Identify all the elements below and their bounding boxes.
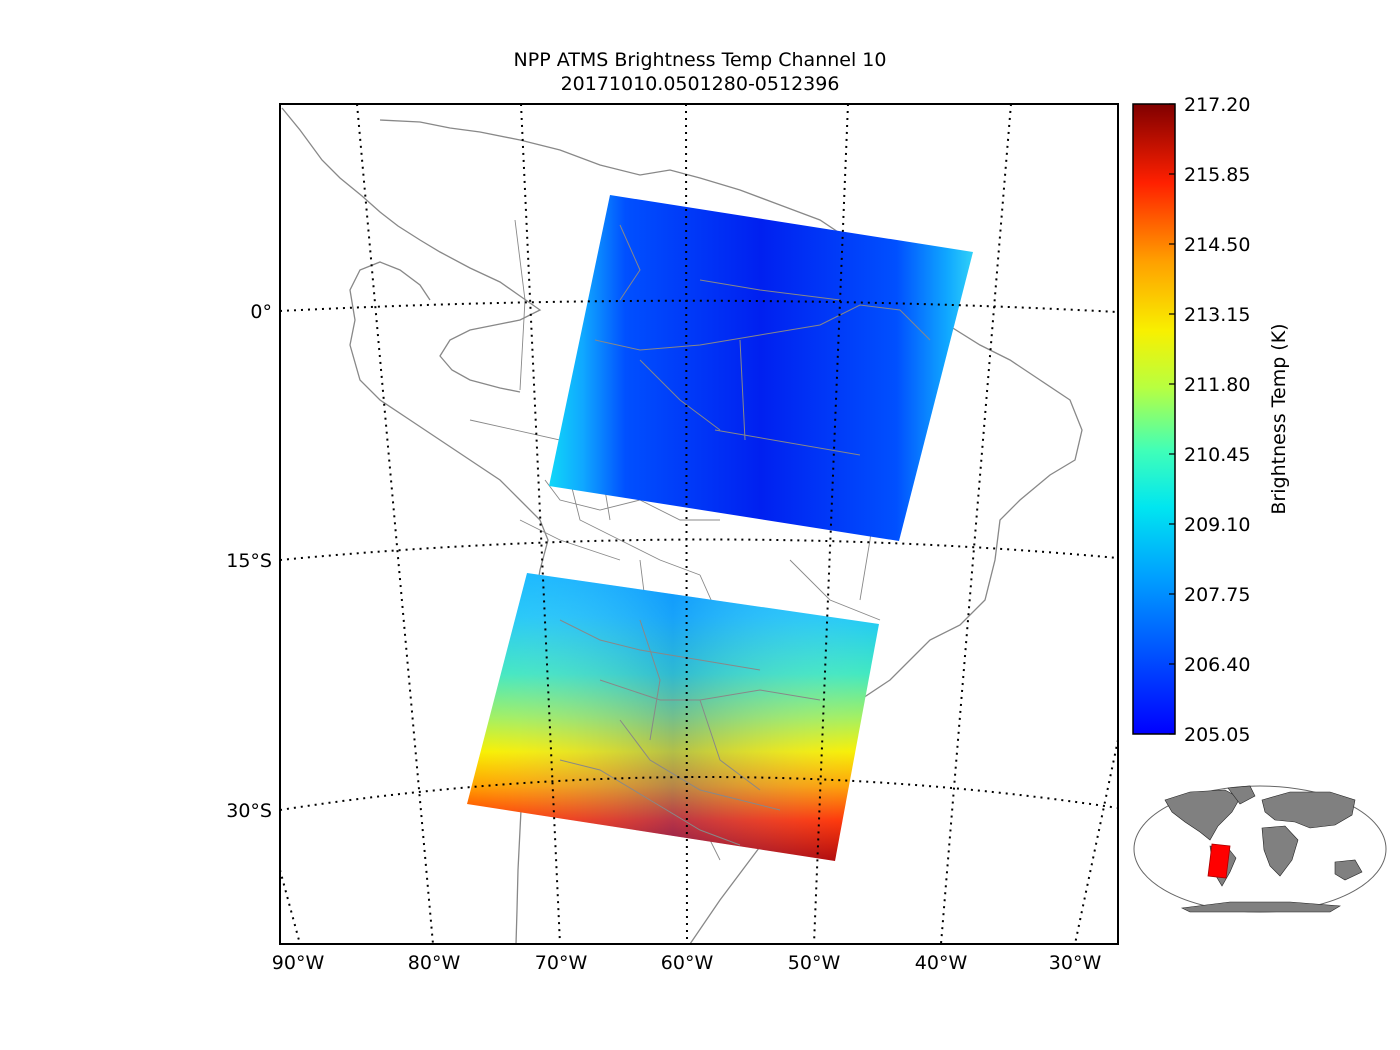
lon-label-50w: 50°W <box>788 952 841 974</box>
colorbar-tick-0: 217.20 <box>1184 94 1250 116</box>
inset-africa <box>1261 825 1299 877</box>
lon-label-40w: 40°W <box>915 952 968 974</box>
inset-antarctica <box>1180 901 1341 913</box>
colorbar-tick-7: 207.75 <box>1184 584 1250 606</box>
colorbar <box>1132 103 1176 735</box>
lon-label-30w: 30°W <box>1049 952 1102 974</box>
graticule <box>280 104 1118 944</box>
inset-highlight <box>1207 843 1231 879</box>
colorbar-tick-4: 211.80 <box>1184 374 1250 396</box>
colorbar-tick-3: 213.15 <box>1184 304 1250 326</box>
lon-label-70w: 70°W <box>535 952 588 974</box>
borders-overlay <box>559 224 931 846</box>
inset-world-map <box>1133 785 1387 913</box>
colorbar-tick-9: 205.05 <box>1184 724 1250 746</box>
lat-label-15s: 15°S <box>226 550 272 572</box>
lat-label-0: 0° <box>250 301 272 323</box>
lon-label-80w: 80°W <box>408 952 461 974</box>
lon-label-90w: 90°W <box>272 952 325 974</box>
colorbar-ticks <box>1169 103 1175 735</box>
inset-north-america <box>1164 789 1241 841</box>
colorbar-tick-2: 214.50 <box>1184 234 1250 256</box>
inset-eurasia <box>1261 791 1356 829</box>
inset-australia <box>1334 859 1363 881</box>
northern-swath <box>549 195 973 541</box>
lat-label-30s: 30°S <box>226 800 272 822</box>
inset-greenland <box>1227 785 1256 805</box>
colorbar-tick-5: 210.45 <box>1184 444 1250 466</box>
colorbar-label: Brightness Temp (K) <box>1268 323 1290 514</box>
colorbar-tick-1: 215.85 <box>1184 164 1250 186</box>
chart-title: NPP ATMS Brightness Temp Channel 10 <box>513 49 887 71</box>
chart-subtitle: 20171010.0501280-0512396 <box>560 73 840 95</box>
colorbar-tick-8: 206.40 <box>1184 654 1250 676</box>
map-frame <box>279 103 1119 945</box>
map-area <box>280 104 1118 944</box>
colorbar-tick-6: 209.10 <box>1184 514 1250 536</box>
lon-label-60w: 60°W <box>661 952 714 974</box>
